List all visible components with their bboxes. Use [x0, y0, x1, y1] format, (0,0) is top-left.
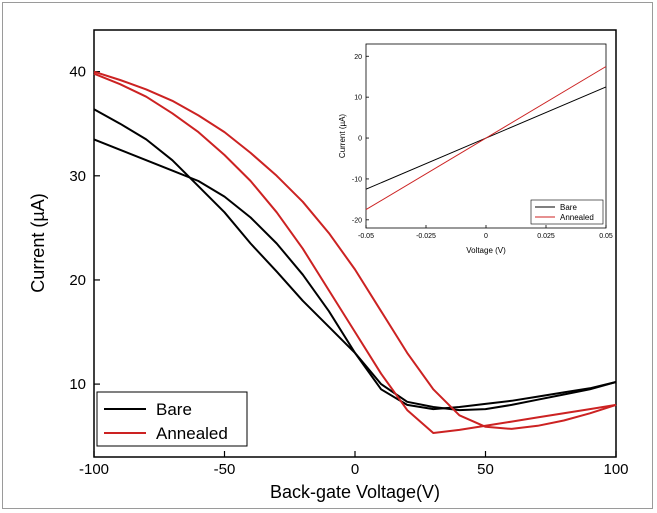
- main-y-tick-label: 30: [69, 168, 86, 185]
- inset-x-tick-label: 0.025: [537, 233, 555, 240]
- inset-x-tick-label: -0.025: [416, 233, 436, 240]
- main-x-axis-title: Back-gate Voltage(V): [270, 482, 440, 502]
- series-bare-sweep-2: [93, 108, 617, 412]
- main-x-tick-label: -50: [214, 461, 236, 478]
- inset-y-tick-label: -20: [352, 217, 362, 224]
- inset-legend: Bare Annealed: [530, 199, 604, 225]
- inset-y-tick-label: -10: [352, 176, 362, 183]
- inset-series-annealed: [365, 66, 607, 211]
- inset-y-axis-title: Current (µA): [338, 114, 347, 159]
- main-legend-box: [96, 391, 248, 447]
- series-annealed-sweep-2: [93, 70, 617, 430]
- main-x-tick-label: 50: [477, 461, 494, 478]
- main-y-tick-label: 20: [69, 272, 86, 289]
- legend-label-bare: Bare: [156, 400, 192, 419]
- inset-x-tick-label: 0.05: [599, 233, 613, 240]
- main-legend: Bare Annealed: [96, 391, 248, 447]
- inset-ticks: -0.05 -0.025 0 0.025 0.05 -20 -10 0 10 20: [352, 54, 613, 240]
- inset-y-tick-label: 10: [354, 95, 362, 102]
- inset-background: [352, 38, 610, 260]
- main-x-tick-label: 100: [603, 461, 628, 478]
- figure-frame: [2, 2, 653, 509]
- inset-y-tick-label: 20: [354, 54, 362, 61]
- main-x-tick-label: -100: [79, 461, 109, 478]
- main-x-tick-label: 0: [351, 461, 359, 478]
- inset-series: [365, 66, 607, 211]
- inset-chart: -0.05 -0.025 0 0.025 0.05 -20 -10 0 10 20 Voltage…: [338, 38, 613, 260]
- legend-label-annealed: Annealed: [156, 424, 228, 443]
- inset-legend-label-bare: Bare: [560, 203, 577, 212]
- inset-x-tick-label: 0: [484, 233, 488, 240]
- inset-legend-label-annealed: Annealed: [560, 213, 594, 222]
- inset-y-tick-label: 0: [358, 136, 362, 143]
- main-y-axis-title: Current (µA): [28, 193, 48, 292]
- main-series: [93, 70, 617, 434]
- inset-x-tick-label: -0.05: [358, 233, 374, 240]
- series-annealed-sweep-1: [93, 72, 617, 434]
- inset-x-axis-title: Voltage (V): [466, 246, 506, 255]
- main-y-tick-label: 40: [69, 64, 86, 81]
- inset-legend-box: [530, 199, 604, 225]
- main-y-tick-label: 10: [69, 376, 86, 393]
